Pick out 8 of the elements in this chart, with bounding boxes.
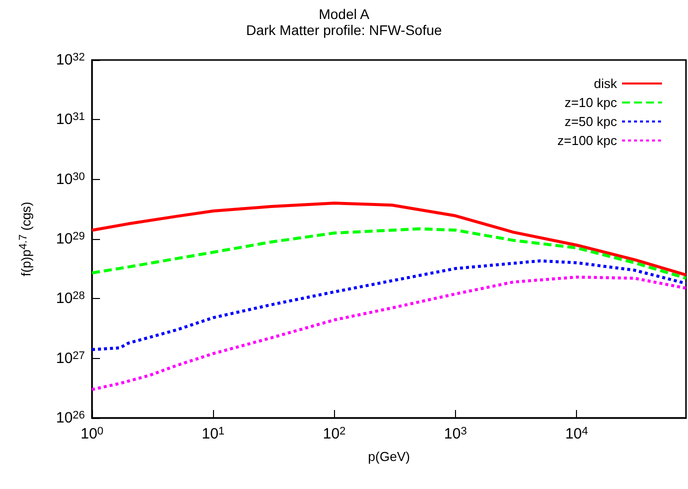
legend-label: disk — [594, 76, 618, 91]
legend-label: z=50 kpc — [564, 114, 618, 129]
chart-subtitle: Dark Matter profile: NFW-Sofue — [246, 22, 442, 38]
chart-title: Model A — [318, 6, 370, 22]
legend-label: z=10 kpc — [564, 95, 618, 110]
y-axis-title: f(p)p4.7 (cgs) — [18, 202, 34, 276]
legend-label: z=100 kpc — [557, 133, 618, 148]
x-axis-title: p(GeV) — [368, 449, 410, 464]
